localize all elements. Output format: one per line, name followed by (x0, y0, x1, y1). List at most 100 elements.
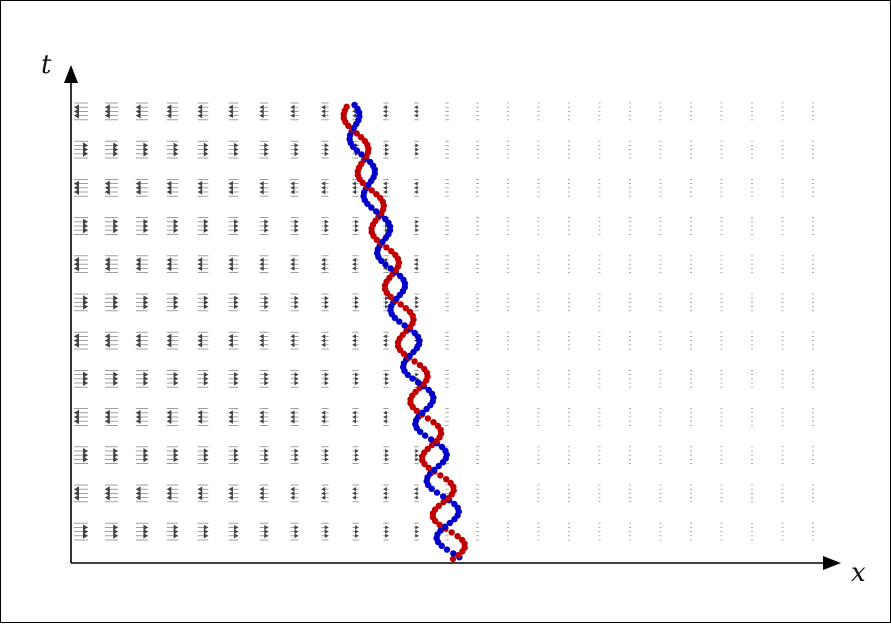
t-axis-arrowhead (64, 65, 78, 83)
blue-particle (443, 546, 451, 553)
field-arrow (290, 261, 299, 267)
field-arrow (259, 414, 269, 420)
field-arrow (259, 147, 269, 153)
field-arrow (290, 227, 299, 233)
field-arrow (321, 147, 329, 152)
field-arrow (352, 219, 359, 225)
field-arrow (290, 457, 299, 462)
red-particle (437, 472, 444, 479)
field-arrow (414, 300, 419, 305)
field-arrow (104, 380, 119, 386)
field-arrow (104, 257, 119, 263)
field-arrow (104, 295, 119, 302)
field-arrow (259, 448, 269, 454)
field-arrow (135, 142, 149, 149)
field-arrow (197, 448, 209, 454)
field-arrow (259, 108, 269, 114)
field-arrow (197, 257, 209, 263)
field-arrow (383, 147, 389, 152)
field-arrow (383, 448, 389, 454)
field-arrow (259, 524, 269, 530)
field-arrow (290, 418, 299, 424)
red-particle (402, 305, 409, 312)
field-arrow (104, 486, 119, 493)
field-arrow (74, 528, 88, 535)
field-arrow (135, 524, 149, 531)
blue-particle (382, 261, 389, 268)
field-arrow (290, 410, 299, 416)
field-arrow (197, 342, 209, 348)
field-arrow (135, 261, 149, 268)
field-arrow (414, 228, 419, 233)
field-arrow (290, 304, 299, 309)
field-arrow (74, 108, 88, 115)
red-particle (357, 134, 365, 141)
field-arrow (135, 265, 149, 272)
field-arrow (321, 257, 329, 263)
field-arrow (197, 151, 209, 157)
field-arrow (259, 452, 269, 458)
field-arrow (104, 414, 119, 420)
field-arrow (197, 371, 209, 378)
field-arrow (321, 491, 329, 496)
field-arrow (74, 150, 88, 157)
field-arrow (74, 375, 88, 382)
field-arrow (352, 372, 359, 377)
field-arrow (135, 299, 149, 306)
field-arrow (135, 452, 149, 459)
field-arrow (352, 457, 359, 462)
red-particle (430, 419, 437, 426)
red-particle (397, 301, 404, 308)
field-arrow (259, 486, 269, 492)
field-arrow (74, 104, 88, 111)
field-arrow (228, 376, 239, 382)
red-particle (353, 130, 360, 137)
field-arrow (104, 303, 119, 310)
field-arrow (228, 410, 239, 416)
field-arrow (321, 418, 329, 424)
field-arrow (135, 218, 149, 225)
field-arrow (197, 418, 209, 424)
blue-particle (401, 322, 408, 329)
field-arrow (104, 524, 119, 531)
field-arrow (383, 109, 389, 114)
field-arrow (166, 486, 179, 492)
field-arrow (290, 448, 299, 454)
field-arrow (352, 533, 359, 539)
field-arrow (197, 265, 209, 272)
field-arrow (228, 219, 239, 225)
field-arrow (321, 372, 329, 377)
field-arrow (104, 494, 119, 501)
red-particle (436, 521, 443, 528)
field-arrow (135, 494, 149, 501)
field-arrow (104, 261, 119, 268)
field-arrow (383, 533, 389, 538)
field-arrow (104, 112, 119, 119)
trajectories (340, 101, 468, 563)
field-arrow (104, 142, 119, 149)
field-arrow (383, 414, 389, 420)
field-arrow (321, 486, 329, 492)
field-arrow (321, 227, 329, 233)
field-arrow (166, 533, 179, 539)
x-axis-arrowhead (823, 556, 841, 570)
field-arrow (414, 219, 419, 224)
field-arrow (197, 452, 209, 458)
field-arrow (290, 147, 299, 152)
field-arrow (383, 491, 389, 496)
field-arrow (352, 295, 359, 301)
field-arrow (321, 266, 329, 271)
field-arrow (104, 448, 119, 454)
field-arrow (197, 227, 209, 233)
field-arrow (74, 146, 88, 153)
field-arrow (352, 257, 359, 263)
field-arrow (74, 295, 88, 302)
blue-particle (441, 523, 449, 530)
field-arrow (104, 528, 119, 535)
field-arrow (135, 146, 149, 153)
field-arrow (197, 380, 209, 386)
field-arrow (321, 223, 329, 229)
field-arrow (290, 300, 299, 305)
field-arrow (197, 146, 209, 153)
field-arrow (197, 414, 209, 420)
